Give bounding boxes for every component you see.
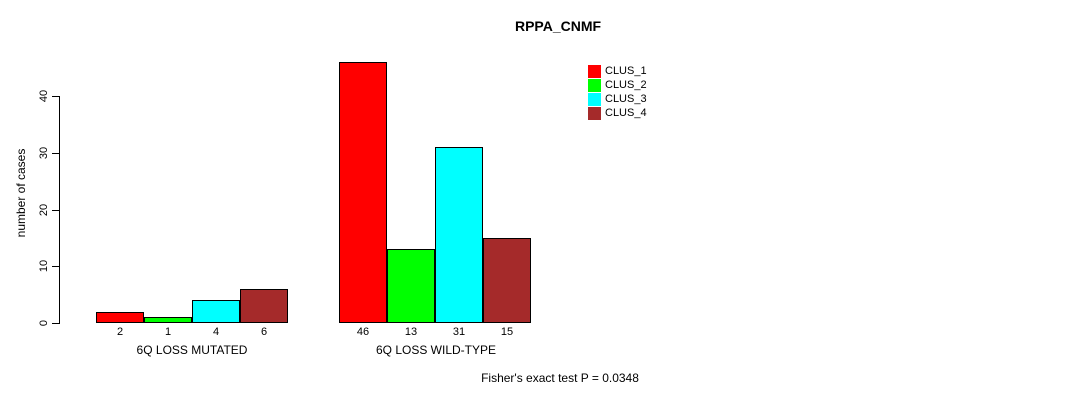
y-axis-tick-label: 10 bbox=[38, 260, 50, 273]
bar-clus-3-group-1 bbox=[192, 300, 240, 323]
y-axis-tick bbox=[52, 209, 59, 211]
bar-value-label: 15 bbox=[500, 326, 514, 338]
y-axis-tick bbox=[52, 96, 59, 97]
chart-title: RPPA_CNMF bbox=[514, 18, 602, 34]
legend-label-clus-1: CLUS_1 bbox=[605, 64, 647, 77]
bar-clus-4-group-2 bbox=[483, 238, 531, 323]
fishers-test-annotation: Fisher's exact test P = 0.0348 bbox=[481, 371, 639, 385]
y-axis-tick-label: 40 bbox=[38, 89, 50, 103]
legend-label-clus-2: CLUS_2 bbox=[605, 78, 647, 91]
y-axis-tick bbox=[52, 152, 59, 154]
legend-swatch-clus-4 bbox=[588, 106, 601, 120]
bar-value-label: 1 bbox=[164, 326, 172, 338]
bar-value-label: 6 bbox=[260, 326, 268, 338]
y-axis-label: number of cases bbox=[14, 148, 28, 238]
bar-clus-1-group-2 bbox=[339, 62, 387, 323]
legend-swatch-clus-3 bbox=[588, 92, 601, 106]
y-axis-tick-label: 30 bbox=[38, 146, 50, 159]
bar-clus-4-group-1 bbox=[240, 289, 288, 323]
legend-item-clus-2: CLUS_2 bbox=[588, 78, 647, 92]
bar-value-label: 13 bbox=[404, 326, 418, 338]
y-axis-line bbox=[59, 96, 60, 324]
legend-swatch-clus-1 bbox=[588, 64, 601, 78]
bar-value-label: 31 bbox=[452, 326, 466, 338]
legend-item-clus-1: CLUS_1 bbox=[588, 64, 647, 78]
bar-clus-3-group-2 bbox=[435, 147, 483, 323]
bar-value-label: 4 bbox=[212, 326, 220, 338]
bar-clus-2-group-1 bbox=[144, 317, 192, 323]
x-axis-category-label-wild-type: 6Q LOSS WILD-TYPE bbox=[375, 343, 497, 357]
legend-swatch-clus-2 bbox=[588, 78, 601, 92]
legend: CLUS_1 CLUS_2 CLUS_3 CLUS_4 bbox=[588, 64, 647, 120]
legend-item-clus-4: CLUS_4 bbox=[588, 106, 647, 120]
y-axis-tick bbox=[52, 266, 59, 268]
bar-value-label: 46 bbox=[356, 326, 370, 338]
y-axis-tick-label: 0 bbox=[38, 319, 50, 327]
y-axis-tick bbox=[52, 323, 59, 324]
legend-item-clus-3: CLUS_3 bbox=[588, 92, 647, 106]
y-axis-tick-label: 20 bbox=[38, 203, 50, 216]
bar-value-label: 2 bbox=[116, 326, 124, 338]
bar-clus-2-group-2 bbox=[387, 249, 435, 323]
x-axis-category-label-mutated: 6Q LOSS MUTATED bbox=[136, 343, 248, 357]
bar-clus-1-group-1 bbox=[96, 312, 144, 323]
legend-label-clus-4: CLUS_4 bbox=[605, 106, 647, 119]
legend-label-clus-3: CLUS_3 bbox=[605, 92, 647, 105]
